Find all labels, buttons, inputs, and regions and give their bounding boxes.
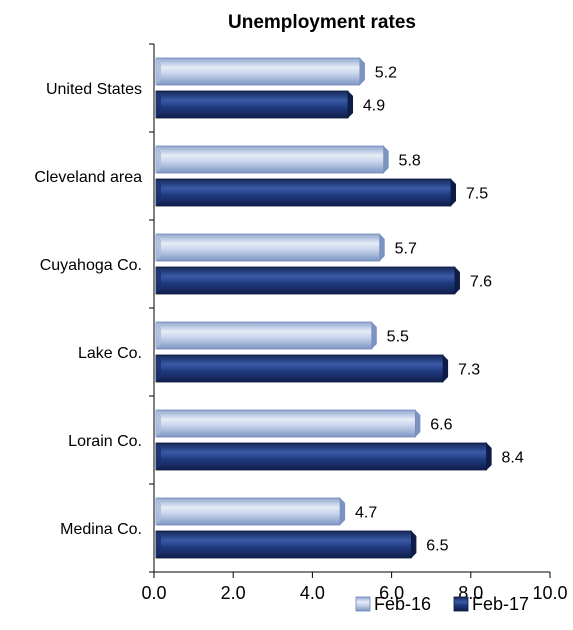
category-label: United States bbox=[46, 81, 142, 98]
x-tick-label: 10.0 bbox=[532, 583, 567, 603]
bar-feb-17 bbox=[155, 442, 492, 471]
bar-feb-17 bbox=[155, 530, 417, 559]
data-label: 7.3 bbox=[458, 362, 480, 379]
category-label: Medina Co. bbox=[60, 521, 142, 538]
bar-feb-16 bbox=[155, 233, 385, 262]
data-label: 7.5 bbox=[466, 186, 488, 203]
legend-swatch bbox=[453, 596, 469, 612]
data-label: 5.7 bbox=[395, 241, 417, 258]
data-label: 8.4 bbox=[502, 450, 524, 467]
data-label: 4.7 bbox=[355, 505, 377, 522]
category-label: Cuyahoga Co. bbox=[40, 257, 142, 274]
bar-feb-16 bbox=[155, 57, 365, 86]
category-label: Lake Co. bbox=[78, 345, 142, 362]
bar-feb-17 bbox=[155, 90, 354, 119]
legend-swatch bbox=[355, 596, 371, 612]
bar-feb-16 bbox=[155, 409, 421, 438]
data-label: 4.9 bbox=[363, 98, 385, 115]
data-label: 5.8 bbox=[399, 153, 421, 170]
x-tick-label: 4.0 bbox=[300, 583, 325, 603]
data-label: 6.5 bbox=[426, 538, 448, 555]
legend-label: Feb-17 bbox=[472, 594, 529, 614]
bar-feb-17 bbox=[155, 266, 460, 295]
bar-feb-17 bbox=[155, 354, 449, 383]
legend-label: Feb-16 bbox=[374, 594, 431, 614]
category-label: Cleveland area bbox=[34, 169, 142, 186]
bar-feb-16 bbox=[155, 145, 389, 174]
bar-feb-16 bbox=[155, 497, 346, 526]
bar-feb-17 bbox=[155, 178, 456, 207]
data-label: 5.5 bbox=[387, 329, 409, 346]
category-label: Lorain Co. bbox=[68, 433, 142, 450]
chart-title: Unemployment rates bbox=[228, 12, 416, 33]
data-label: 6.6 bbox=[430, 417, 452, 434]
x-tick-label: 6.0 bbox=[379, 583, 404, 603]
x-tick-label: 0.0 bbox=[141, 583, 166, 603]
legend-entry: Feb-17 bbox=[453, 594, 529, 614]
bar-feb-16 bbox=[155, 321, 377, 350]
x-tick-label: 2.0 bbox=[221, 583, 246, 603]
legend-entry: Feb-16 bbox=[355, 594, 431, 614]
data-label: 7.6 bbox=[470, 274, 492, 291]
data-label: 5.2 bbox=[375, 65, 397, 82]
